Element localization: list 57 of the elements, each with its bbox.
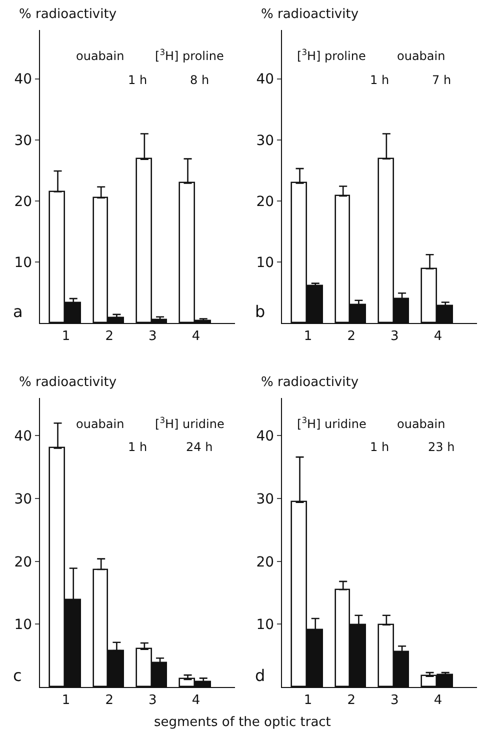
y-tick-label: 40: [14, 428, 32, 445]
text: c: [13, 666, 22, 685]
x-tick-label: 4: [192, 692, 200, 708]
y-tick-label: 10: [14, 254, 32, 271]
y-tick-label: 20: [256, 194, 274, 210]
x-tick-label: 1: [304, 328, 312, 344]
y-tick-label: 40: [256, 72, 274, 88]
annotation: [$^{3}$H] uridine: [297, 415, 366, 432]
y-tick-label: 10: [256, 254, 274, 271]
annotation: 24 h: [186, 440, 213, 454]
annotation: 7 h: [432, 73, 452, 87]
y-tick-label: 30: [14, 491, 32, 508]
y-tick-label: 20: [14, 194, 32, 210]
y-tick-label: 40: [256, 428, 274, 445]
y-tick-label: 30: [256, 132, 274, 149]
y-tick-label: 10: [256, 617, 274, 634]
annotation: [$^{3}$H] proline: [297, 47, 366, 64]
annotation: ouabain: [76, 49, 124, 63]
y-tick-label: 30: [14, 132, 32, 149]
annotation: ouabain: [76, 417, 124, 431]
text: a: [13, 302, 23, 321]
y-tick-label: 20: [256, 554, 274, 570]
x-tick-label: 4: [434, 692, 442, 708]
annotation: [$^{3}$H] uridine: [155, 415, 224, 432]
x-tick-label: 1: [304, 692, 312, 708]
x-tick-label: 1: [62, 692, 70, 708]
annotation: 8 h: [190, 73, 210, 87]
annotation: 1 h: [370, 440, 390, 454]
y-axis-title: % radioactivity: [19, 375, 117, 390]
annotation: 23 h: [428, 440, 455, 454]
text: d: [255, 666, 266, 685]
x-tick-label: 2: [347, 692, 356, 708]
annotation: ouabain: [397, 49, 446, 63]
x-tick-label: 4: [434, 328, 442, 344]
annotation: 1 h: [370, 73, 390, 87]
annotation: ouabain: [397, 417, 446, 431]
x-tick-label: 3: [148, 328, 157, 344]
annotation: 1 h: [128, 73, 148, 87]
x-tick-label: 4: [192, 328, 200, 344]
annotation: [$^{3}$H] proline: [155, 47, 224, 64]
x-axis-title: segments of the optic tract: [154, 715, 331, 730]
x-tick-label: 3: [390, 692, 399, 708]
x-tick-label: 2: [105, 328, 114, 344]
y-tick-label: 20: [14, 554, 32, 570]
y-tick-label: 30: [256, 491, 274, 508]
y-axis-title: % radioactivity: [19, 7, 117, 22]
y-axis-title: % radioactivity: [261, 7, 359, 22]
x-tick-label: 2: [347, 328, 356, 344]
x-tick-label: 3: [390, 328, 399, 344]
x-tick-label: 2: [105, 692, 114, 708]
y-tick-label: 40: [14, 72, 32, 88]
y-axis-title: % radioactivity: [261, 375, 359, 390]
y-tick-label: 10: [14, 617, 32, 634]
x-tick-label: 3: [148, 692, 157, 708]
annotation: 1 h: [128, 440, 148, 454]
x-tick-label: 1: [62, 328, 70, 344]
text: b: [255, 302, 266, 321]
